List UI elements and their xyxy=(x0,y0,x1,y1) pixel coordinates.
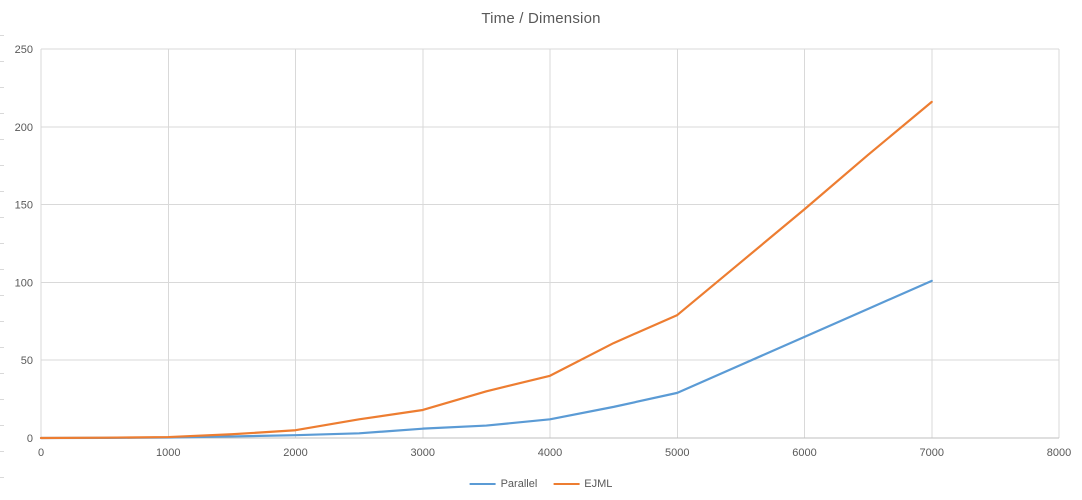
legend-label-ejml: EJML xyxy=(584,478,613,490)
series-line-ejml[interactable] xyxy=(39,100,933,440)
worksheet-edge-ticks xyxy=(0,35,4,495)
legend-swatch-ejml-icon xyxy=(553,483,580,485)
x-tick-label: 8000 xyxy=(1047,447,1071,459)
x-tick-label: 6000 xyxy=(792,447,816,459)
series-line-parallel[interactable] xyxy=(39,279,933,440)
x-tick-label: 5000 xyxy=(665,447,689,459)
y-tick-label: 250 xyxy=(15,44,33,56)
legend-item-parallel[interactable]: Parallel xyxy=(469,478,538,490)
y-tick-label: 50 xyxy=(21,355,33,367)
x-tick-label: 3000 xyxy=(411,447,435,459)
x-tick-label: 1000 xyxy=(156,447,180,459)
legend-label-parallel: Parallel xyxy=(500,478,538,490)
chart-title: Time / Dimension xyxy=(481,10,601,27)
x-tick-label: 2000 xyxy=(283,447,307,459)
legend-swatch-parallel-icon xyxy=(469,483,496,485)
y-tick-label: 0 xyxy=(27,433,33,445)
y-tick-label: 200 xyxy=(15,122,33,134)
x-tick-label: 4000 xyxy=(538,447,562,459)
x-tick-label: 0 xyxy=(38,447,44,459)
y-tick-label: 150 xyxy=(15,200,33,212)
chart-legend[interactable]: Parallel EJML xyxy=(469,478,612,490)
y-tick-label: 100 xyxy=(15,277,33,289)
x-tick-label: 7000 xyxy=(920,447,944,459)
legend-item-ejml[interactable]: EJML xyxy=(553,478,612,490)
